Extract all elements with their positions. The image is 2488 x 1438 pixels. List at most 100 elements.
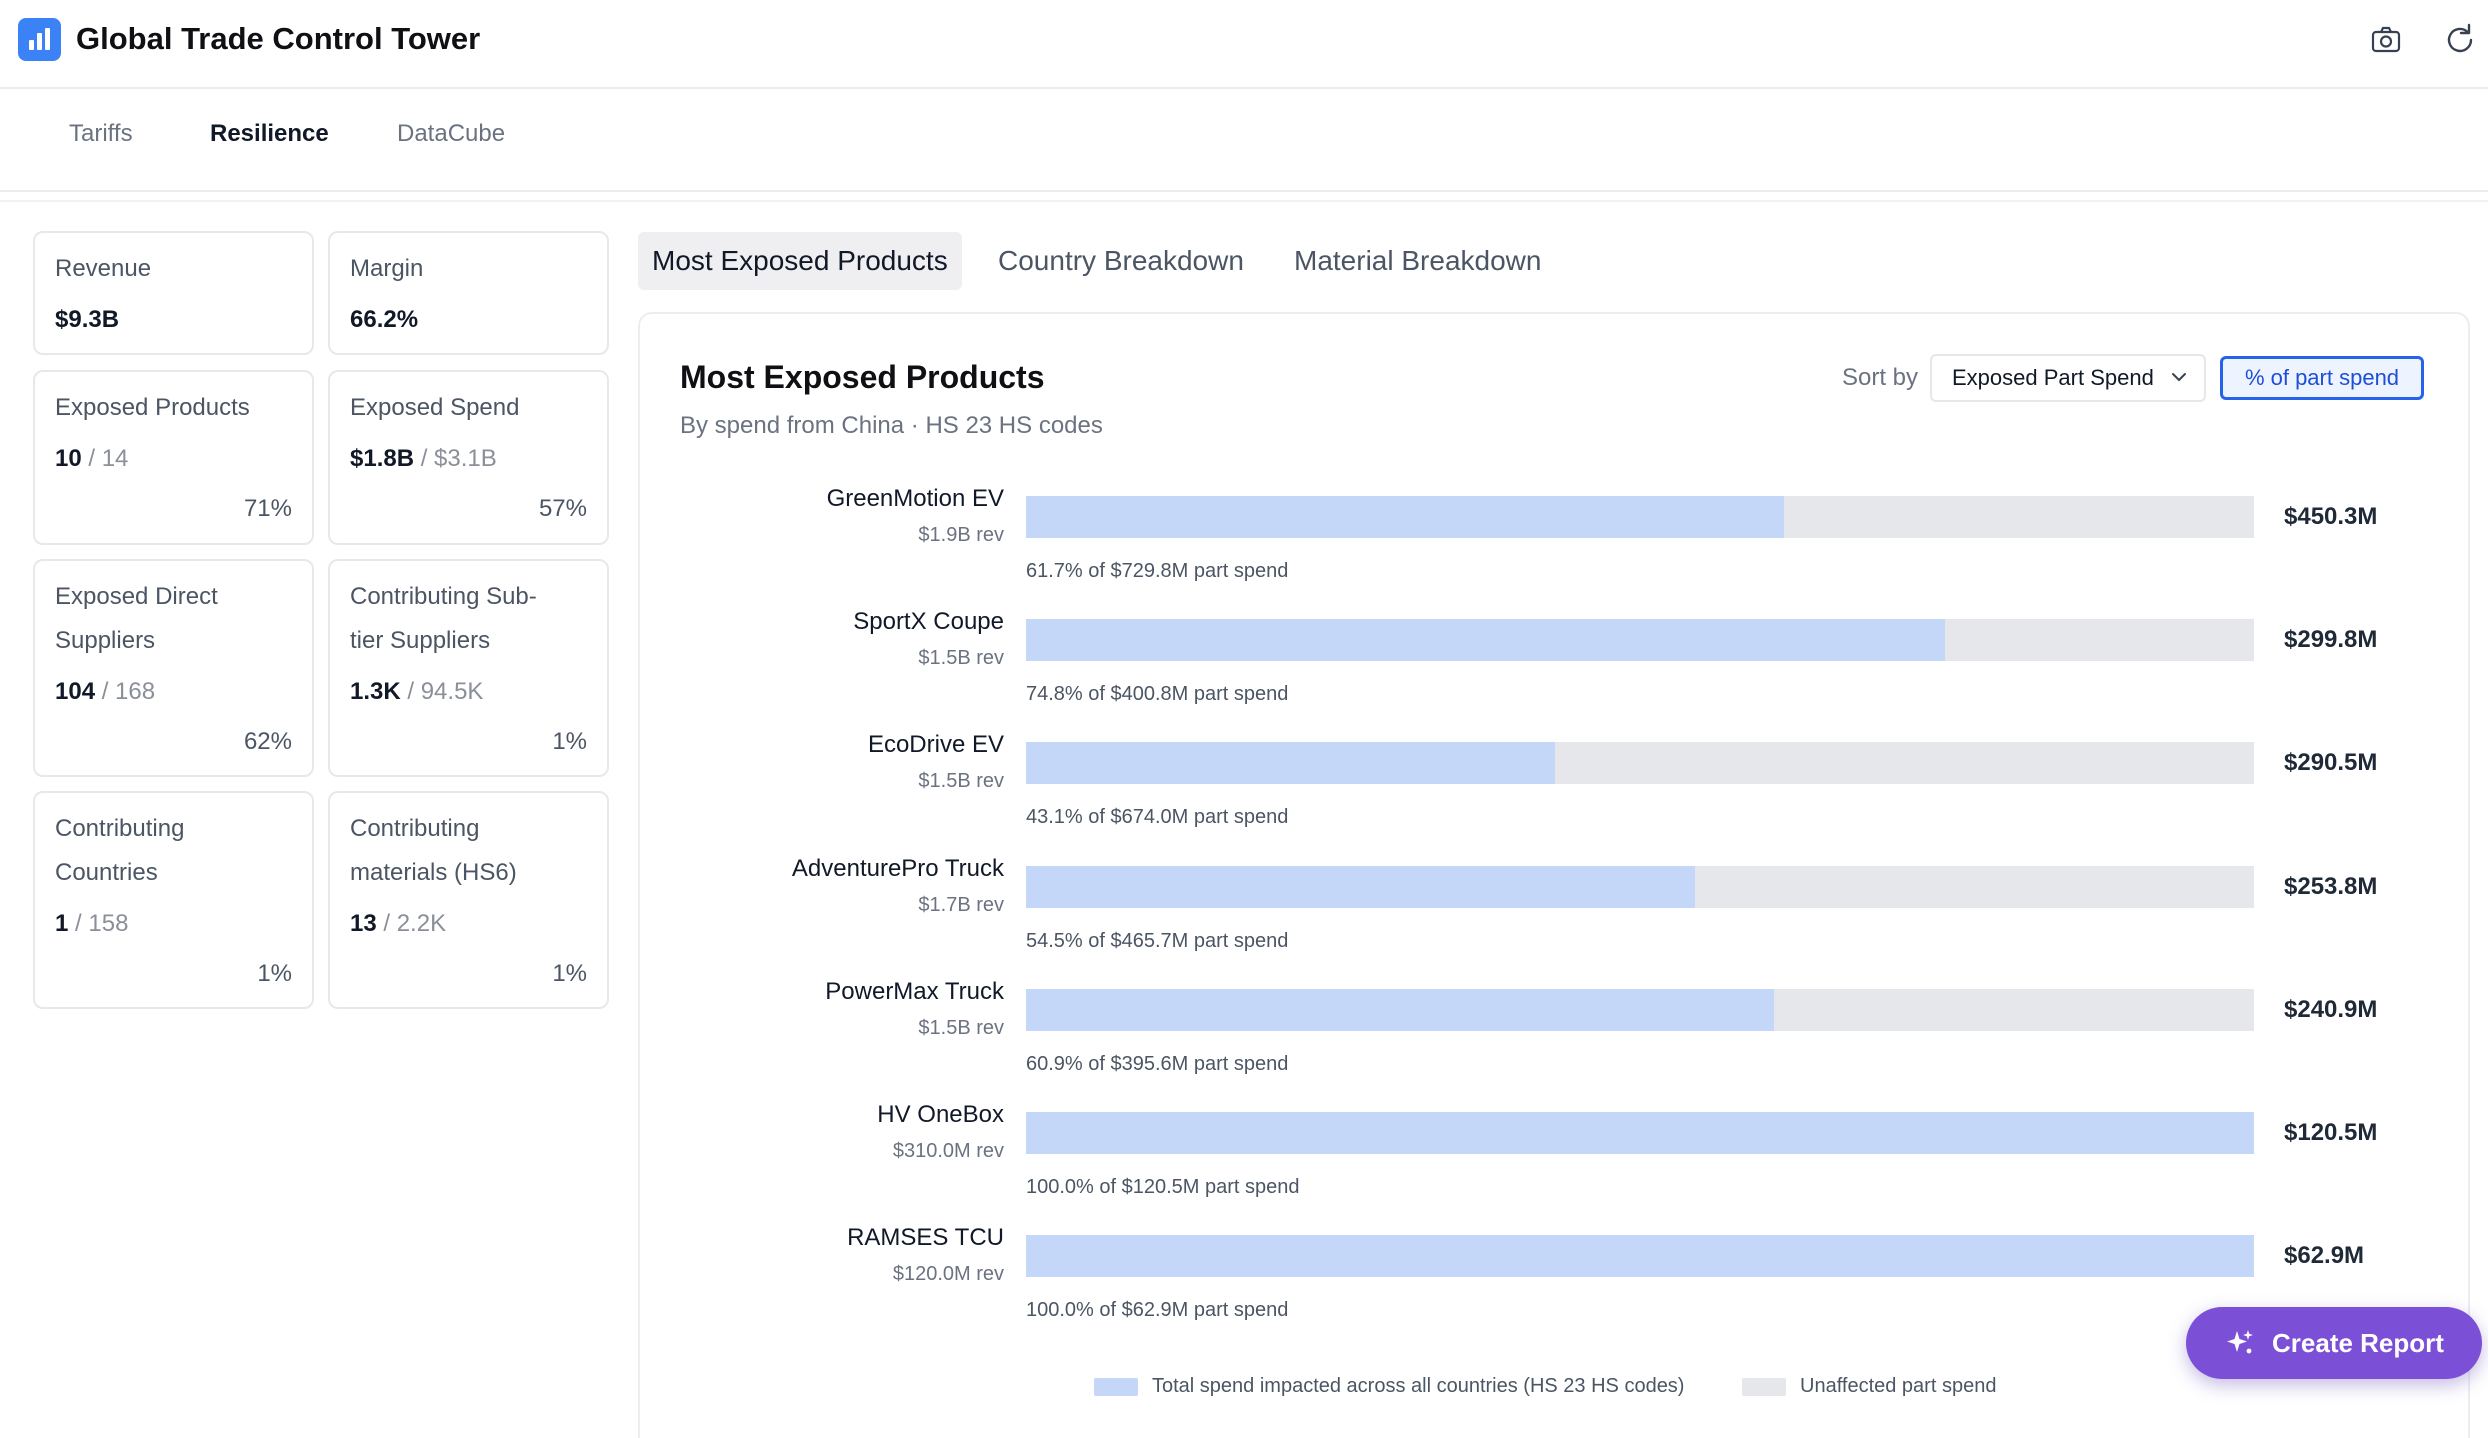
kpi-label: Revenue bbox=[55, 255, 152, 282]
product-revenue: $120.0M rev bbox=[892, 1263, 1004, 1286]
kpi-value: 13 / 2.2K bbox=[350, 910, 447, 937]
sort-label: Sort by bbox=[1842, 364, 1919, 391]
kpi-label: Contributing bbox=[350, 815, 480, 842]
kpi-percent: 1% bbox=[552, 728, 587, 755]
bar-unaffected-spend[interactable] bbox=[1026, 865, 2254, 908]
kpi-label: materials (HS6) bbox=[350, 859, 517, 886]
kpi-value: 104 / 168 bbox=[55, 678, 156, 705]
panel-subtitle: By spend from China · HS 23 HS codes bbox=[680, 412, 1103, 439]
product-name: EcoDrive EV bbox=[867, 731, 1004, 759]
sort-select-value: Exposed Part Spend bbox=[1952, 365, 2154, 390]
kpi-label: tier Suppliers bbox=[350, 627, 491, 654]
tab-resilience[interactable]: Resilience bbox=[210, 120, 329, 147]
bar-unaffected-spend[interactable] bbox=[1026, 496, 2254, 538]
divider bbox=[0, 200, 2488, 202]
product-name: PowerMax Truck bbox=[825, 977, 1004, 1005]
kpi-label: Contributing bbox=[55, 815, 185, 842]
bar-unaffected-spend[interactable] bbox=[1026, 619, 2254, 662]
bar-note: 100.0% of $120.5M part spend bbox=[1026, 1176, 1300, 1198]
kpi-value: $9.3B bbox=[55, 306, 120, 333]
app-title: Global Trade Control Tower bbox=[76, 21, 481, 56]
tab-material-breakdown[interactable]: Material Breakdown bbox=[1294, 245, 1542, 276]
product-revenue: $1.9B rev bbox=[918, 524, 1004, 546]
kpi-card-direct-suppliers: Exposed Direct Suppliers 104 / 168 62% bbox=[33, 559, 314, 777]
kpi-card-exposed-spend: Exposed Spend $1.8B / $3.1B 57% bbox=[328, 370, 609, 545]
bar-impacted-spend[interactable] bbox=[1026, 988, 1774, 1031]
kpi-percent: 71% bbox=[243, 495, 292, 522]
bar-unaffected-spend[interactable] bbox=[1026, 1112, 2254, 1154]
app-header: Global Trade Control Tower bbox=[0, 0, 2488, 89]
bar-note: 60.9% of $395.6M part spend bbox=[1026, 1052, 1289, 1075]
bar-unaffected-spend[interactable] bbox=[1026, 742, 2254, 785]
tab-country-breakdown[interactable]: Country Breakdown bbox=[998, 245, 1244, 276]
top-tab-bar: Tariffs Resilience DataCube bbox=[0, 90, 2488, 192]
bar-value-label: $450.3M bbox=[2284, 503, 2378, 530]
panel-title: Most Exposed Products bbox=[680, 359, 1045, 395]
legend-swatch-unaffected bbox=[1742, 1378, 1786, 1396]
legend-label-impacted: Total spend impacted across all countrie… bbox=[1152, 1375, 1685, 1397]
legend-swatch-impacted bbox=[1094, 1378, 1138, 1396]
bar-note: 61.7% of $729.8M part spend bbox=[1026, 560, 1289, 582]
sparkle-icon bbox=[2227, 1330, 2253, 1354]
kpi-card-materials: Contributing materials (HS6) 13 / 2.2K 1… bbox=[328, 791, 609, 1009]
product-revenue: $310.0M rev bbox=[892, 1140, 1004, 1162]
bar-note: 100.0% of $62.9M part spend bbox=[1026, 1299, 1289, 1322]
bar-impacted-spend[interactable] bbox=[1026, 865, 1696, 908]
bar-impacted-spend[interactable] bbox=[1026, 1235, 2254, 1278]
chevron-down-icon bbox=[2172, 373, 2186, 381]
kpi-card-countries: Contributing Countries 1 / 158 1% bbox=[33, 791, 314, 1009]
tab-datacube[interactable]: DataCube bbox=[397, 120, 506, 147]
bar-chart-logo-icon bbox=[18, 18, 61, 61]
bar-note: 43.1% of $674.0M part spend bbox=[1026, 806, 1289, 829]
kpi-label: Exposed Spend bbox=[350, 394, 520, 421]
percent-part-spend-toggle[interactable]: % of part spend bbox=[2220, 356, 2424, 400]
kpi-percent: 1% bbox=[257, 960, 292, 987]
kpi-value: 1 / 158 bbox=[55, 910, 129, 937]
kpi-value: $1.8B / $3.1B bbox=[350, 445, 497, 472]
kpi-card-margin: Margin 66.2% bbox=[328, 231, 609, 355]
product-name: GreenMotion EV bbox=[826, 485, 1004, 512]
bar-value-label: $299.8M bbox=[2284, 626, 2378, 654]
kpi-label: Contributing Sub- bbox=[350, 583, 537, 610]
sort-select[interactable]: Exposed Part Spend bbox=[1930, 354, 2206, 402]
product-name: RAMSES TCU bbox=[847, 1224, 1004, 1252]
kpi-label: Exposed Direct bbox=[55, 583, 218, 610]
product-name: HV OneBox bbox=[877, 1101, 1004, 1128]
product-revenue: $1.5B rev bbox=[918, 647, 1004, 670]
bar-value-label: $120.5M bbox=[2284, 1119, 2378, 1146]
kpi-percent: 62% bbox=[243, 728, 292, 755]
kpi-label: Margin bbox=[350, 255, 424, 282]
product-revenue: $1.5B rev bbox=[918, 1016, 1004, 1039]
bar-impacted-spend[interactable] bbox=[1026, 496, 1784, 538]
bar-value-label: $290.5M bbox=[2284, 749, 2378, 777]
bar-unaffected-spend[interactable] bbox=[1026, 1235, 2254, 1278]
product-name: AdventurePro Truck bbox=[791, 854, 1004, 882]
kpi-value: 10 / 14 bbox=[55, 445, 129, 472]
bar-value-label: $240.9M bbox=[2284, 995, 2378, 1023]
kpi-card-exposed-products: Exposed Products 10 / 14 71% bbox=[33, 370, 314, 545]
product-revenue: $1.5B rev bbox=[918, 770, 1004, 793]
kpi-card-revenue: Revenue $9.3B bbox=[33, 231, 314, 355]
create-report-button[interactable]: Create Report bbox=[2186, 1307, 2482, 1379]
product-revenue: $1.7B rev bbox=[918, 893, 1004, 916]
legend-label-unaffected: Unaffected part spend bbox=[1800, 1375, 1997, 1397]
bar-unaffected-spend[interactable] bbox=[1026, 988, 2254, 1031]
product-name: SportX Coupe bbox=[853, 608, 1004, 636]
bar-note: 54.5% of $465.7M part spend bbox=[1026, 929, 1289, 952]
tab-most-exposed-products[interactable]: Most Exposed Products bbox=[638, 232, 962, 290]
refresh-icon[interactable] bbox=[2440, 20, 2480, 60]
bar-impacted-spend[interactable] bbox=[1026, 1112, 2254, 1154]
bar-impacted-spend[interactable] bbox=[1026, 742, 1556, 785]
kpi-label: Countries bbox=[55, 859, 158, 886]
camera-icon[interactable] bbox=[2366, 20, 2406, 60]
bar-value-label: $253.8M bbox=[2284, 872, 2378, 900]
kpi-label: Exposed Products bbox=[55, 394, 250, 421]
bar-impacted-spend[interactable] bbox=[1026, 619, 1945, 662]
bar-value-label: $62.9M bbox=[2284, 1242, 2365, 1270]
tab-tariffs[interactable]: Tariffs bbox=[69, 120, 133, 147]
kpi-card-subtier-suppliers: Contributing Sub- tier Suppliers 1.3K / … bbox=[328, 559, 609, 777]
create-report-label: Create Report bbox=[2272, 1328, 2444, 1358]
kpi-percent: 57% bbox=[538, 495, 587, 522]
kpi-label: Suppliers bbox=[55, 627, 156, 654]
kpi-percent: 1% bbox=[552, 960, 587, 987]
